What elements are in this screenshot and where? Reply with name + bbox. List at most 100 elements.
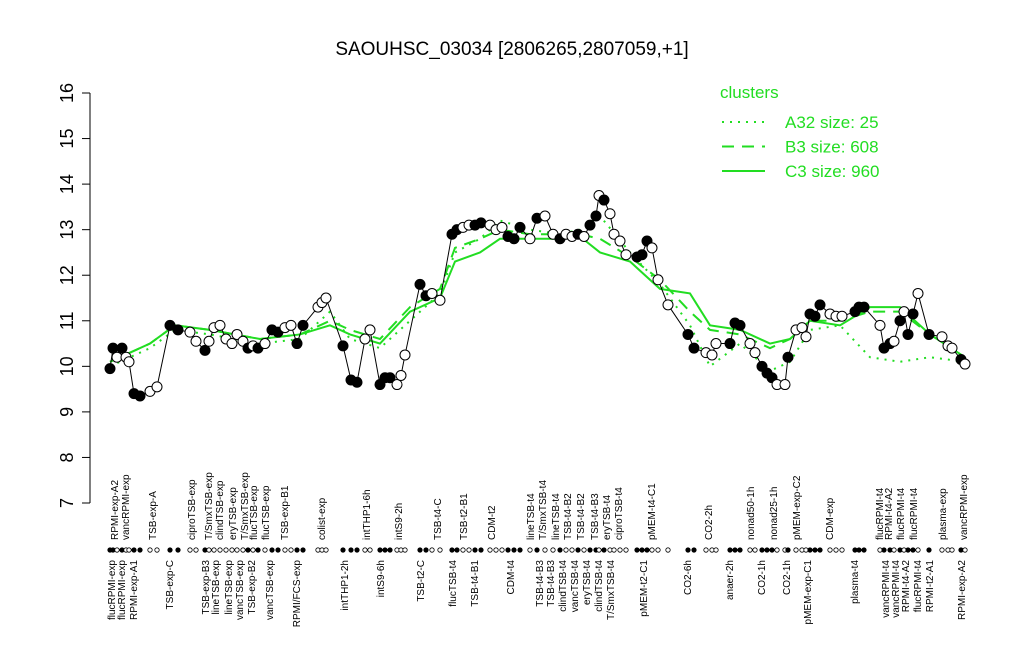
- point: [291, 338, 303, 350]
- rug-dot: [340, 547, 346, 553]
- point: [351, 376, 363, 388]
- point: [584, 219, 596, 231]
- bottom-label: vancTSB-exp: [235, 560, 246, 620]
- rug-dot: [245, 547, 251, 553]
- rug-dot: [737, 547, 743, 553]
- rug-dot: [211, 547, 217, 553]
- top-label: colist-exp: [317, 497, 328, 540]
- point: [744, 338, 756, 350]
- rug-dot: [926, 547, 932, 553]
- rug-dot: [466, 547, 472, 553]
- rug-dot: [217, 547, 223, 553]
- point: [800, 331, 812, 343]
- rug-dot: [856, 547, 862, 553]
- point: [946, 342, 958, 354]
- rug-dot: [752, 547, 758, 553]
- point: [898, 306, 910, 318]
- point: [874, 319, 886, 331]
- bottom-label: CDM-t4: [506, 560, 517, 595]
- point: [779, 379, 791, 391]
- point: [214, 319, 226, 331]
- top-label: TSB-exp-B1: [280, 485, 291, 540]
- point: [598, 194, 610, 206]
- point: [337, 340, 349, 352]
- rug-dot: [833, 547, 839, 553]
- point: [359, 333, 371, 345]
- top-label: RPMI-exp-A2: [110, 480, 121, 540]
- point: [508, 233, 520, 245]
- top-label: pMEM-exp-C2: [792, 475, 803, 540]
- top-label: lineTSB-t4: [526, 493, 537, 540]
- rug-dot: [499, 547, 505, 553]
- rug-dot: [817, 547, 823, 553]
- point: [297, 319, 309, 331]
- bottom-label: TSB-exp-B2: [247, 560, 258, 615]
- point: [688, 342, 700, 354]
- bottom-label: CO2-1h: [782, 560, 793, 595]
- point: [524, 233, 536, 245]
- rug-dot: [126, 547, 132, 553]
- point: [936, 331, 948, 343]
- rug-dot: [300, 547, 306, 553]
- top-label: CDM-exp: [825, 497, 836, 540]
- point: [912, 287, 924, 299]
- rug-dot: [487, 547, 493, 553]
- point: [226, 338, 238, 350]
- rug-dot: [262, 547, 268, 553]
- expression-line: [109, 194, 966, 397]
- rug-dot: [812, 547, 818, 553]
- rug-dot: [282, 547, 288, 553]
- point: [496, 221, 508, 233]
- rug-dot: [644, 547, 650, 553]
- point: [604, 208, 616, 220]
- rug-dot: [747, 547, 753, 553]
- point: [395, 369, 407, 381]
- point: [710, 338, 722, 350]
- point: [959, 358, 971, 370]
- point: [809, 310, 821, 322]
- bottom-label: TSB-t4-B3: [535, 560, 546, 607]
- point: [426, 287, 438, 299]
- bottom-label: CO2-1h: [757, 560, 768, 595]
- bottom-label: lineTSB-exp: [224, 560, 235, 615]
- rug-dot: [348, 547, 354, 553]
- rug-dot: [764, 547, 770, 553]
- bottom-label: intTHP1-2h: [340, 560, 351, 611]
- top-label: pMEM-t4-C1: [647, 483, 658, 540]
- top-label: nonad50-1h: [746, 487, 757, 540]
- point: [782, 351, 794, 363]
- bottom-label: TSB-t4-B3: [546, 560, 557, 607]
- rug-dot: [288, 547, 294, 553]
- rug-dot: [206, 547, 212, 553]
- rug-dot: [234, 547, 240, 553]
- top-label: T/SmxTSB-exp: [240, 472, 251, 540]
- point: [231, 328, 243, 340]
- bottom-label: vancTSB-t4: [570, 560, 581, 613]
- bottom-label: clindTSB-t4: [558, 560, 569, 612]
- top-label: TSB-t4-B2: [576, 493, 587, 540]
- rug-dot: [454, 547, 460, 553]
- point: [514, 221, 526, 233]
- top-label: TSB-t4-C: [433, 498, 444, 540]
- rug-dot: [449, 547, 455, 553]
- rug-dot: [250, 547, 256, 553]
- rug-dot: [275, 547, 281, 553]
- rug-dot: [542, 547, 548, 553]
- point: [203, 335, 215, 347]
- point: [614, 235, 626, 247]
- rug-dot: [511, 547, 517, 553]
- rug-dot: [154, 547, 160, 553]
- point: [384, 372, 396, 384]
- top-label: CDM-t2: [487, 505, 498, 540]
- y-tick-label: 13: [57, 220, 77, 240]
- rug-dot: [269, 547, 275, 553]
- rug-dot: [550, 547, 556, 553]
- rug-dot: [861, 547, 867, 553]
- bottom-label: lineTSB-exp: [211, 560, 222, 615]
- bottom-label: T/SmxTSB-t4: [606, 560, 617, 620]
- point: [190, 335, 202, 347]
- point: [706, 349, 718, 361]
- point: [652, 274, 664, 286]
- point: [796, 322, 808, 334]
